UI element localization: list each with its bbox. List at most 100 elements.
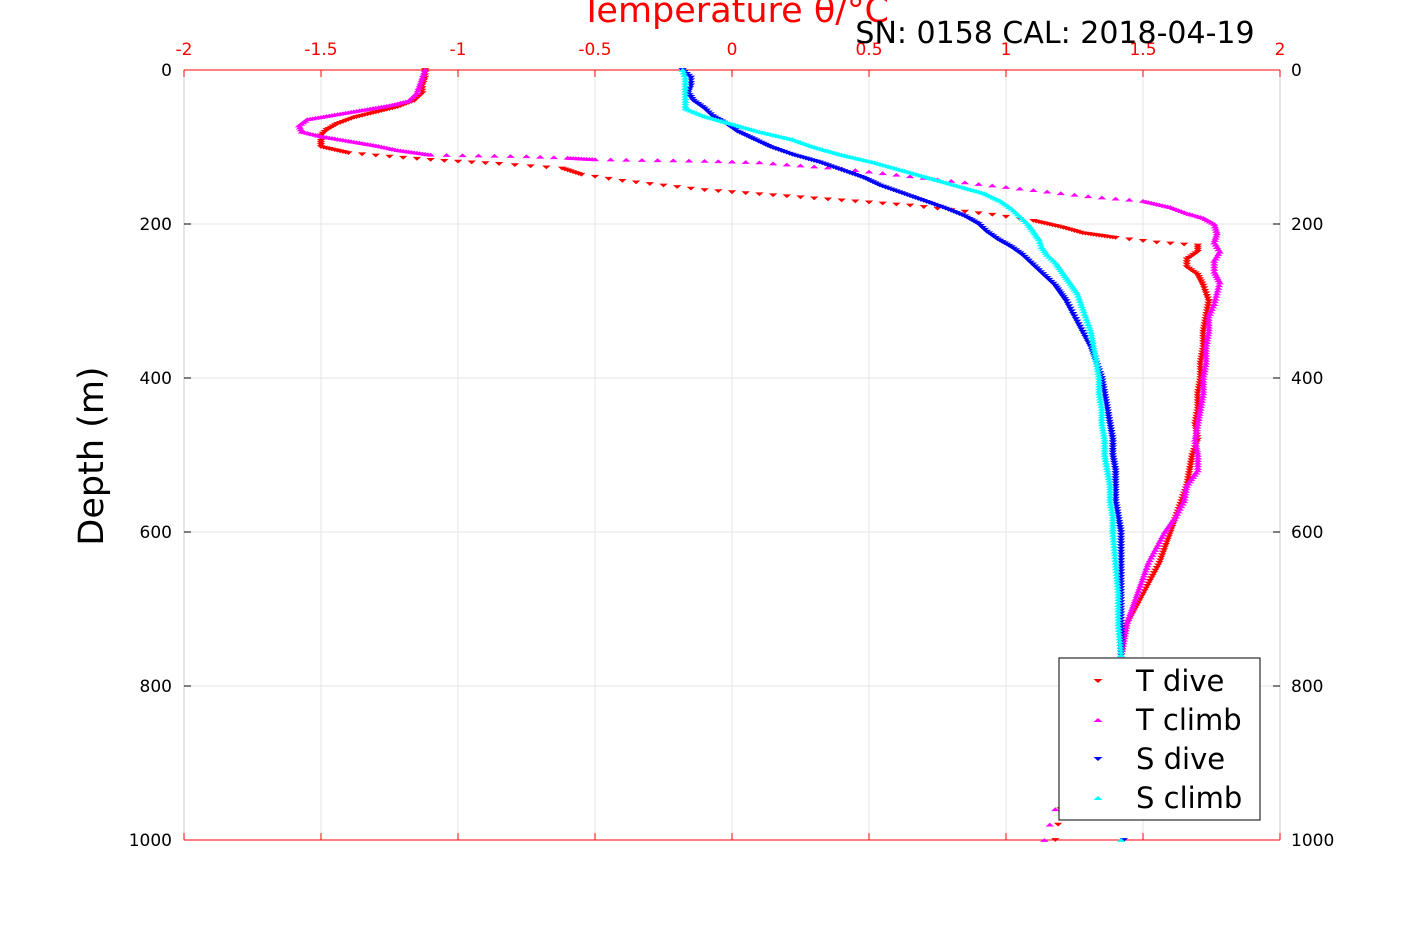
data-point (796, 163, 805, 168)
data-point (1116, 535, 1126, 540)
data-point (673, 185, 682, 189)
data-point (1125, 237, 1134, 242)
data-point (700, 188, 709, 193)
data-point (1203, 335, 1213, 339)
data-point (1101, 460, 1111, 465)
data-point (1098, 427, 1108, 432)
data-point (1051, 283, 1060, 288)
x-tick-label: 0.5 (855, 40, 882, 60)
data-point (1108, 437, 1118, 442)
y-tick-label-left: 0 (161, 61, 172, 81)
data-point (1127, 607, 1137, 611)
data-point (1211, 256, 1220, 261)
data-point (1109, 458, 1118, 463)
data-point (782, 162, 791, 167)
data-point (659, 183, 668, 188)
data-point (988, 212, 997, 217)
data-point (1110, 555, 1120, 560)
data-point (1093, 368, 1102, 373)
data-point (1193, 465, 1202, 470)
data-point (1197, 401, 1206, 406)
data-point (851, 199, 860, 204)
data-point (1191, 432, 1201, 437)
data-point (1094, 386, 1104, 391)
data-point (974, 222, 983, 226)
data-point (1132, 594, 1141, 599)
data-point (1068, 311, 1078, 316)
data-point (681, 91, 690, 95)
data-point (681, 104, 690, 108)
data-point (1076, 301, 1086, 306)
data-point (420, 68, 430, 72)
data-point (1034, 237, 1044, 242)
data-point (755, 192, 764, 197)
data-point (1159, 548, 1169, 552)
data-point (1128, 604, 1138, 609)
data-point (1193, 453, 1202, 457)
data-point (604, 176, 613, 181)
data-point (1081, 314, 1090, 319)
data-point (919, 205, 928, 209)
data-point (1111, 476, 1120, 480)
data-point (1193, 455, 1202, 460)
data-point (878, 171, 887, 176)
x-tick-label: 2 (1275, 40, 1286, 60)
data-point (1066, 306, 1075, 311)
data-point (1107, 507, 1116, 511)
chart-subtitle: SN: 0158 CAL: 2018-04-19 (855, 16, 1254, 51)
data-point (1204, 314, 1213, 319)
data-point (1111, 478, 1120, 483)
data-point (1192, 430, 1201, 434)
data-point (1174, 509, 1183, 514)
data-point (1105, 419, 1114, 424)
data-marks (294, 68, 1224, 842)
data-point (1107, 509, 1117, 514)
data-point (1159, 532, 1168, 537)
data-point (1110, 552, 1120, 557)
data-point (1191, 435, 1200, 439)
data-point (1199, 383, 1208, 388)
data-point (768, 161, 778, 166)
data-point (412, 156, 422, 161)
data-point (1199, 376, 1208, 380)
data-point (1212, 231, 1222, 236)
data-point (1106, 427, 1116, 432)
data-point (1210, 267, 1219, 271)
data-point (1079, 332, 1089, 337)
data-point (1060, 297, 1070, 301)
data-point (631, 180, 641, 185)
data-point (1109, 541, 1119, 546)
data-point (453, 159, 463, 164)
data-point (1100, 450, 1109, 455)
data-point (1100, 445, 1109, 450)
data-point (1044, 277, 1054, 282)
data-point (1206, 309, 1216, 314)
data-point (1038, 272, 1048, 276)
data-point (1109, 544, 1119, 548)
data-point (1196, 406, 1205, 411)
x-tick-label: 1.5 (1129, 40, 1156, 60)
data-point (1213, 288, 1222, 293)
data-point (1105, 422, 1115, 427)
data-point (1148, 573, 1157, 578)
data-point (1155, 560, 1164, 565)
data-point (1036, 270, 1046, 275)
data-point (681, 101, 690, 106)
data-point (1130, 599, 1139, 604)
data-point (1210, 302, 1219, 306)
data-point (1199, 283, 1208, 288)
data-point (1155, 540, 1164, 545)
data-point (1042, 276, 1052, 280)
data-point (1111, 566, 1121, 571)
data-point (1001, 214, 1011, 219)
data-point (700, 106, 709, 111)
data-point (1201, 350, 1211, 355)
data-point (1115, 524, 1125, 529)
data-point (1073, 293, 1083, 298)
data-point (1100, 440, 1109, 445)
data-point (1110, 549, 1119, 554)
data-point (1108, 445, 1118, 450)
data-point (1193, 272, 1202, 277)
data-point (823, 165, 833, 170)
data-point (1211, 226, 1220, 231)
